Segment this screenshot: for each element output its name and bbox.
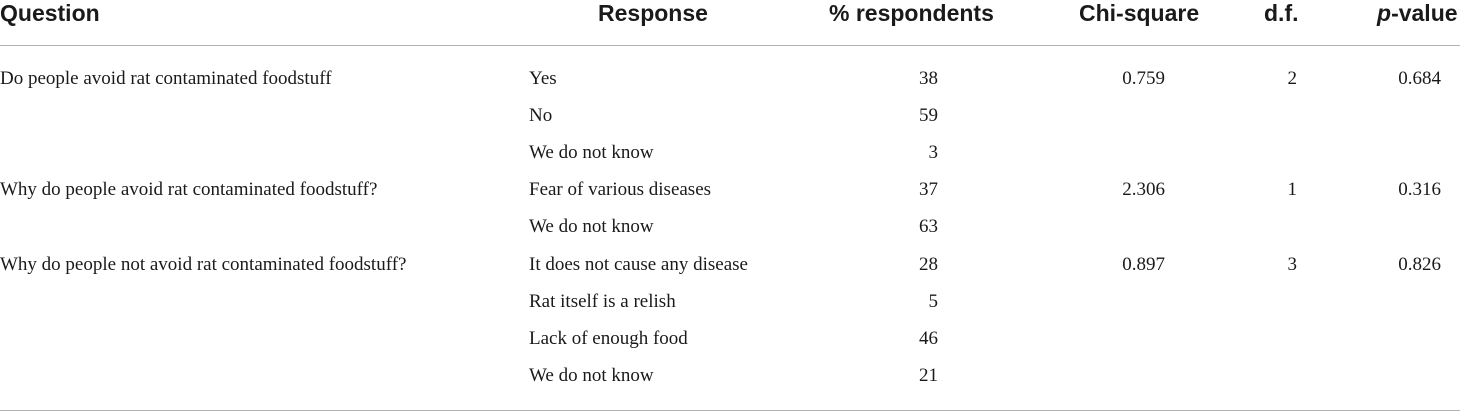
percent-cell: 21 bbox=[919, 365, 938, 386]
percent-cell: 28 bbox=[919, 254, 938, 275]
header-question: Question bbox=[0, 0, 100, 26]
header-chi-square: Chi-square bbox=[1079, 0, 1200, 26]
response-cell: Lack of enough food bbox=[529, 328, 688, 349]
header-response: Response bbox=[598, 0, 708, 26]
header-percent-respondents: % respondents bbox=[829, 0, 994, 26]
table-row: Why do people avoid rat contaminated foo… bbox=[0, 178, 1460, 215]
table-row: Rat itself is a relish 5 bbox=[0, 290, 1460, 327]
percent-cell: 38 bbox=[919, 68, 938, 89]
header-df: d.f. bbox=[1264, 0, 1299, 26]
table-row: We do not know 21 bbox=[0, 364, 1460, 401]
chi-square-cell: 0.897 bbox=[1122, 254, 1165, 275]
table-row: No 59 bbox=[0, 104, 1460, 141]
df-cell: 3 bbox=[1287, 254, 1298, 275]
response-cell: We do not know bbox=[529, 365, 654, 386]
df-cell: 1 bbox=[1287, 179, 1298, 200]
table-header-row: Question Response % respondents Chi-squa… bbox=[0, 0, 1460, 46]
response-cell: Yes bbox=[529, 68, 557, 89]
p-value-cell: 0.684 bbox=[1398, 68, 1441, 89]
df-cell: 2 bbox=[1287, 68, 1298, 89]
table-row: Lack of enough food 46 bbox=[0, 327, 1460, 364]
header-p-italic: p bbox=[1377, 0, 1392, 26]
chi-square-cell: 0.759 bbox=[1122, 68, 1165, 89]
question-cell: Do people avoid rat contaminated foodstu… bbox=[0, 68, 332, 89]
table-bottom-rule bbox=[0, 410, 1460, 411]
p-value-cell: 0.826 bbox=[1398, 254, 1441, 275]
response-cell: No bbox=[529, 105, 553, 126]
percent-cell: 46 bbox=[919, 328, 938, 349]
question-cell: Why do people avoid rat contaminated foo… bbox=[0, 179, 378, 200]
table-row: Why do people not avoid rat contaminated… bbox=[0, 253, 1460, 290]
question-cell: Why do people not avoid rat contaminated… bbox=[0, 254, 407, 275]
response-cell: Rat itself is a relish bbox=[529, 291, 676, 312]
response-cell: We do not know bbox=[529, 216, 654, 237]
percent-cell: 59 bbox=[919, 105, 938, 126]
percent-cell: 5 bbox=[928, 291, 939, 312]
percent-cell: 3 bbox=[928, 142, 939, 163]
header-p-rest: -value bbox=[1391, 0, 1458, 26]
header-divider bbox=[0, 45, 1460, 46]
header-p-value: p-value bbox=[1377, 0, 1458, 26]
table-row: We do not know 63 bbox=[0, 215, 1460, 252]
response-cell: Fear of various diseases bbox=[529, 179, 712, 200]
response-cell: We do not know bbox=[529, 142, 654, 163]
response-cell: It does not cause any disease bbox=[529, 254, 748, 275]
percent-cell: 37 bbox=[919, 179, 938, 200]
table-row: Do people avoid rat contaminated foodstu… bbox=[0, 67, 1460, 104]
percent-cell: 63 bbox=[919, 216, 938, 237]
table-row: We do not know 3 bbox=[0, 141, 1460, 178]
p-value-cell: 0.316 bbox=[1398, 179, 1441, 200]
chi-square-cell: 2.306 bbox=[1122, 179, 1165, 200]
